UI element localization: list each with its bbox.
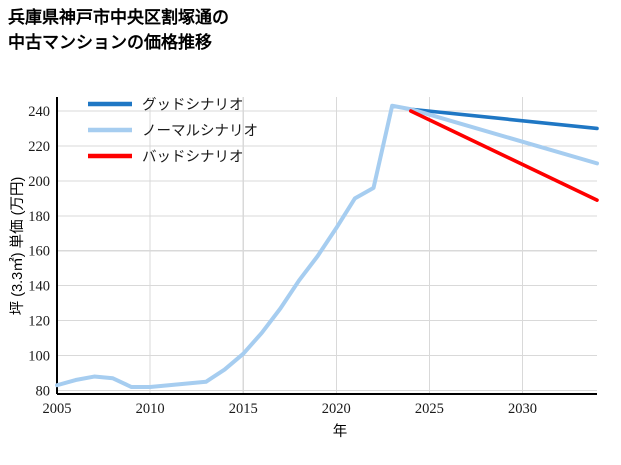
y-axis-title: 坪 (3.3㎡) 単価 (万円) bbox=[9, 177, 26, 316]
vertical-gridlines bbox=[56, 97, 524, 394]
y-tick-label: 220 bbox=[28, 139, 50, 155]
x-tick-labels: 2005 2010 2015 2020 2025 2030 bbox=[43, 401, 538, 417]
chart-title: 兵庫県神戸市中央区割塚通の 中古マンションの価格推移 bbox=[8, 8, 229, 52]
y-tick-label: 100 bbox=[28, 349, 50, 365]
legend-label-1: ノーマルシナリオ bbox=[142, 124, 258, 140]
legend-label-0: グッドシナリオ bbox=[142, 97, 244, 114]
x-tick-label: 2025 bbox=[415, 401, 444, 417]
x-tick-label: 2030 bbox=[508, 401, 537, 417]
y-tick-label: 240 bbox=[28, 104, 50, 120]
series-group bbox=[55, 103, 599, 390]
x-axis-title: 年 bbox=[333, 423, 348, 440]
series-line-0 bbox=[408, 107, 599, 131]
y-tick-label: 80 bbox=[36, 384, 51, 400]
legend-label-2: バッドシナリオ bbox=[142, 150, 244, 166]
x-tick-label: 2010 bbox=[136, 401, 165, 417]
y-tick-label: 180 bbox=[28, 209, 50, 225]
y-tick-label: 140 bbox=[28, 279, 50, 295]
y-tick-label: 120 bbox=[28, 314, 50, 330]
x-tick-label: 2015 bbox=[229, 401, 258, 417]
y-tick-label: 160 bbox=[28, 244, 50, 260]
x-tick-label: 2005 bbox=[43, 401, 72, 417]
series-line-1 bbox=[55, 103, 599, 390]
y-tick-labels: 80 100 120 140 160 180 200 220 240 bbox=[28, 104, 50, 400]
x-tick-label: 2020 bbox=[322, 401, 351, 417]
series-line-2 bbox=[408, 109, 599, 202]
y-tick-label: 200 bbox=[28, 174, 50, 190]
horizontal-gridlines bbox=[57, 110, 597, 392]
